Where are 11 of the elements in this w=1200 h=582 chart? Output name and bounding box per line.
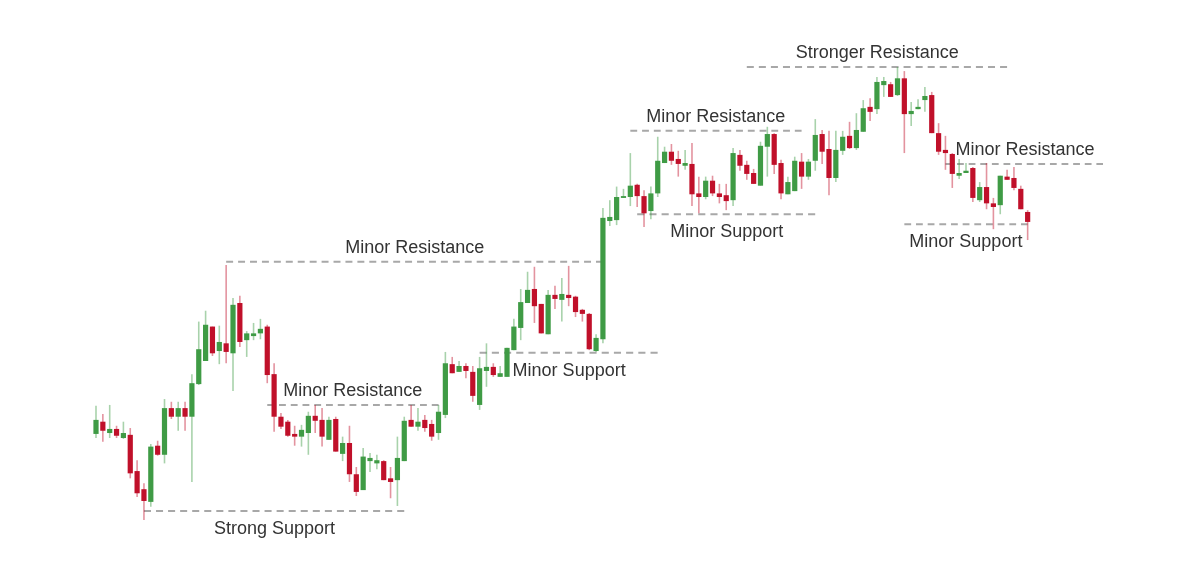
series-label: Strong Support xyxy=(213,517,336,538)
series-label: Minor Resistance xyxy=(955,138,1095,159)
series-label: Minor Support xyxy=(512,359,626,380)
series-label: Minor Resistance xyxy=(345,236,485,257)
series-label: Minor Support xyxy=(909,231,1023,252)
series-label: Minor Support xyxy=(670,221,784,242)
candlestick xyxy=(963,162,969,174)
series-label: Minor Resistance xyxy=(283,379,423,400)
series-label: Minor Resistance xyxy=(646,105,786,126)
candlestick xyxy=(915,98,921,110)
series-label: Stronger Resistance xyxy=(795,42,959,62)
